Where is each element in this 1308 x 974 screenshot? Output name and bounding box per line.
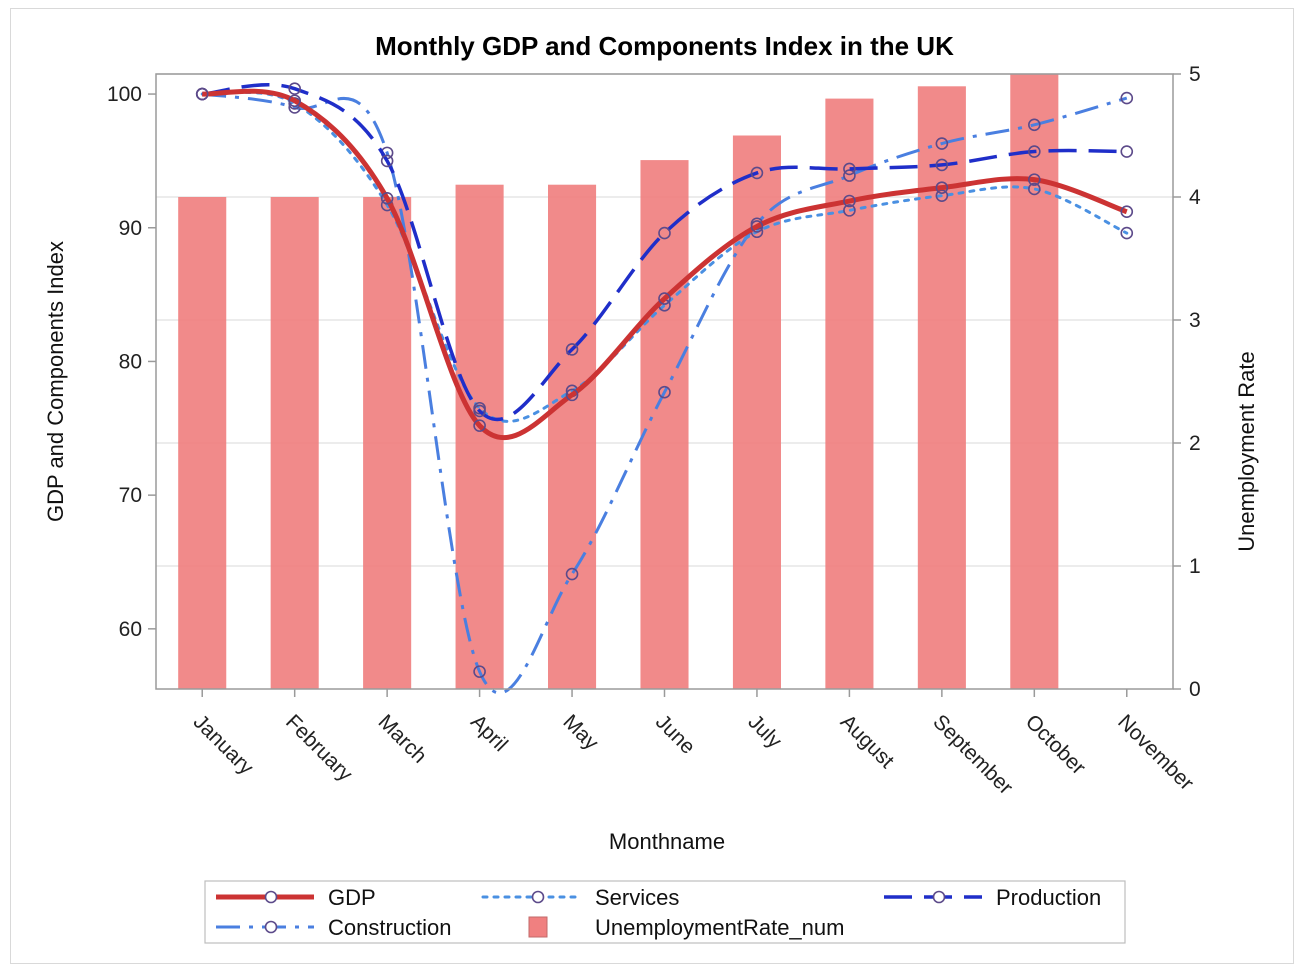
point-production-march: [380, 154, 394, 168]
series-lines: [195, 82, 1134, 695]
bar-january: [178, 197, 227, 689]
x-axis-title: Monthname: [609, 829, 725, 854]
point-production-november: [1120, 145, 1134, 158]
point-construction-november: [1120, 91, 1134, 105]
x-tick-label-may: May: [559, 710, 604, 755]
point-services-october: [1028, 182, 1041, 196]
legend-marker: [932, 890, 946, 904]
point-production-april: [473, 404, 486, 418]
point-construction-september: [935, 137, 949, 150]
x-tick-label-august: August: [836, 710, 899, 773]
point-gdp-september: [935, 181, 949, 194]
y-axis-title: GDP and Components Index: [43, 241, 68, 522]
point-construction-may: [565, 567, 579, 581]
point-gdp-july: [750, 220, 764, 233]
point-gdp-april: [473, 419, 486, 432]
y-tick-label: 70: [119, 484, 142, 507]
bar-february: [270, 197, 319, 689]
point-gdp-january: [195, 87, 209, 101]
x-tick-label-october: October: [1021, 710, 1090, 779]
legend-label: Production: [996, 885, 1101, 910]
x-tick-label-february: February: [281, 710, 357, 786]
legend-swatch-unemploymentrate-num: [528, 916, 548, 938]
legend-item-production: Production: [884, 885, 1101, 910]
x-tick-label-april: April: [466, 710, 512, 756]
x-tick-label-september: September: [928, 710, 1017, 799]
y2-tick-label: 5: [1189, 63, 1201, 86]
point-services-november: [1120, 226, 1134, 240]
legend: GDP Services Production Construction Unemplo…: [204, 880, 1126, 944]
point-construction-october: [1028, 118, 1041, 132]
point-services-august: [843, 204, 856, 217]
y2-axis-title: Unemployment Rate: [1234, 351, 1259, 552]
x-tick-label-july: July: [743, 710, 786, 753]
bar-march: [363, 197, 412, 689]
y-tick-label: 80: [119, 350, 142, 373]
x-axis-ticks: January February March April May June July Augu…: [189, 689, 1198, 799]
point-production-july: [750, 166, 764, 180]
legend-label: Services: [595, 885, 679, 910]
legend-marker: [264, 920, 278, 934]
x-tick-label-january: January: [189, 710, 258, 779]
point-gdp-november: [1120, 205, 1134, 219]
point-gdp-june: [658, 292, 671, 305]
series-line-gdp: [202, 88, 1128, 441]
point-production-september: [935, 158, 949, 172]
y-tick-label: 60: [119, 618, 142, 641]
legend-label: Construction: [328, 915, 452, 940]
y2-tick-label: 4: [1189, 186, 1201, 209]
point-production-august: [843, 162, 856, 176]
point-production-june: [658, 226, 671, 240]
y2-tick-label: 2: [1189, 432, 1201, 455]
y2-tick-label: 0: [1189, 678, 1201, 701]
y-axis-ticks: 60 70 80 90 100: [107, 83, 156, 641]
y2-tick-label: 1: [1189, 555, 1201, 578]
y-tick-label: 90: [119, 217, 142, 240]
legend-label: GDP: [328, 885, 376, 910]
point-production-october: [1028, 145, 1041, 158]
point-gdp-october: [1028, 173, 1041, 186]
unemployment-bars: [178, 74, 1059, 690]
bar-september: [917, 86, 966, 690]
legend-item-unemploymentrate-num: UnemploymentRate_num: [528, 915, 844, 940]
legend-label: UnemploymentRate_num: [595, 915, 844, 940]
point-gdp-may: [565, 388, 579, 402]
point-services-september: [935, 189, 949, 202]
bar-may: [548, 184, 597, 689]
y-tick-label: 100: [107, 83, 142, 106]
bar-august: [825, 98, 874, 690]
x-tick-label-march: March: [374, 710, 432, 768]
point-production-may: [565, 343, 579, 356]
series-line-production: [202, 83, 1127, 421]
bar-june: [640, 160, 689, 690]
point-gdp-march: [380, 192, 394, 205]
point-production-february: [288, 82, 301, 96]
legend-item-gdp: GDP: [216, 885, 376, 910]
legend-marker: [531, 890, 545, 904]
x-tick-label-november: November: [1113, 710, 1198, 795]
legend-item-construction: Construction: [216, 915, 452, 940]
point-construction-august: [843, 169, 856, 182]
chart-frame: Monthly GDP and Components Index in the …: [10, 8, 1294, 964]
chart-svg: Monthly GDP and Components Index in the …: [43, 31, 1259, 944]
point-construction-april: [473, 665, 486, 678]
legend-marker: [264, 890, 278, 904]
y2-axis-ticks: 0 1 2 3 4 5: [1173, 63, 1201, 701]
point-gdp-february: [288, 94, 301, 108]
chart-title: Monthly GDP and Components Index in the …: [375, 31, 954, 61]
legend-item-services: Services: [481, 885, 679, 910]
bar-october: [1010, 74, 1059, 689]
x-tick-label-june: June: [651, 710, 699, 758]
legend-box: [204, 880, 1126, 944]
point-gdp-august: [843, 194, 856, 208]
y2-tick-label: 3: [1189, 309, 1201, 332]
series-line-construction: [202, 92, 1128, 695]
point-construction-june: [658, 385, 671, 399]
